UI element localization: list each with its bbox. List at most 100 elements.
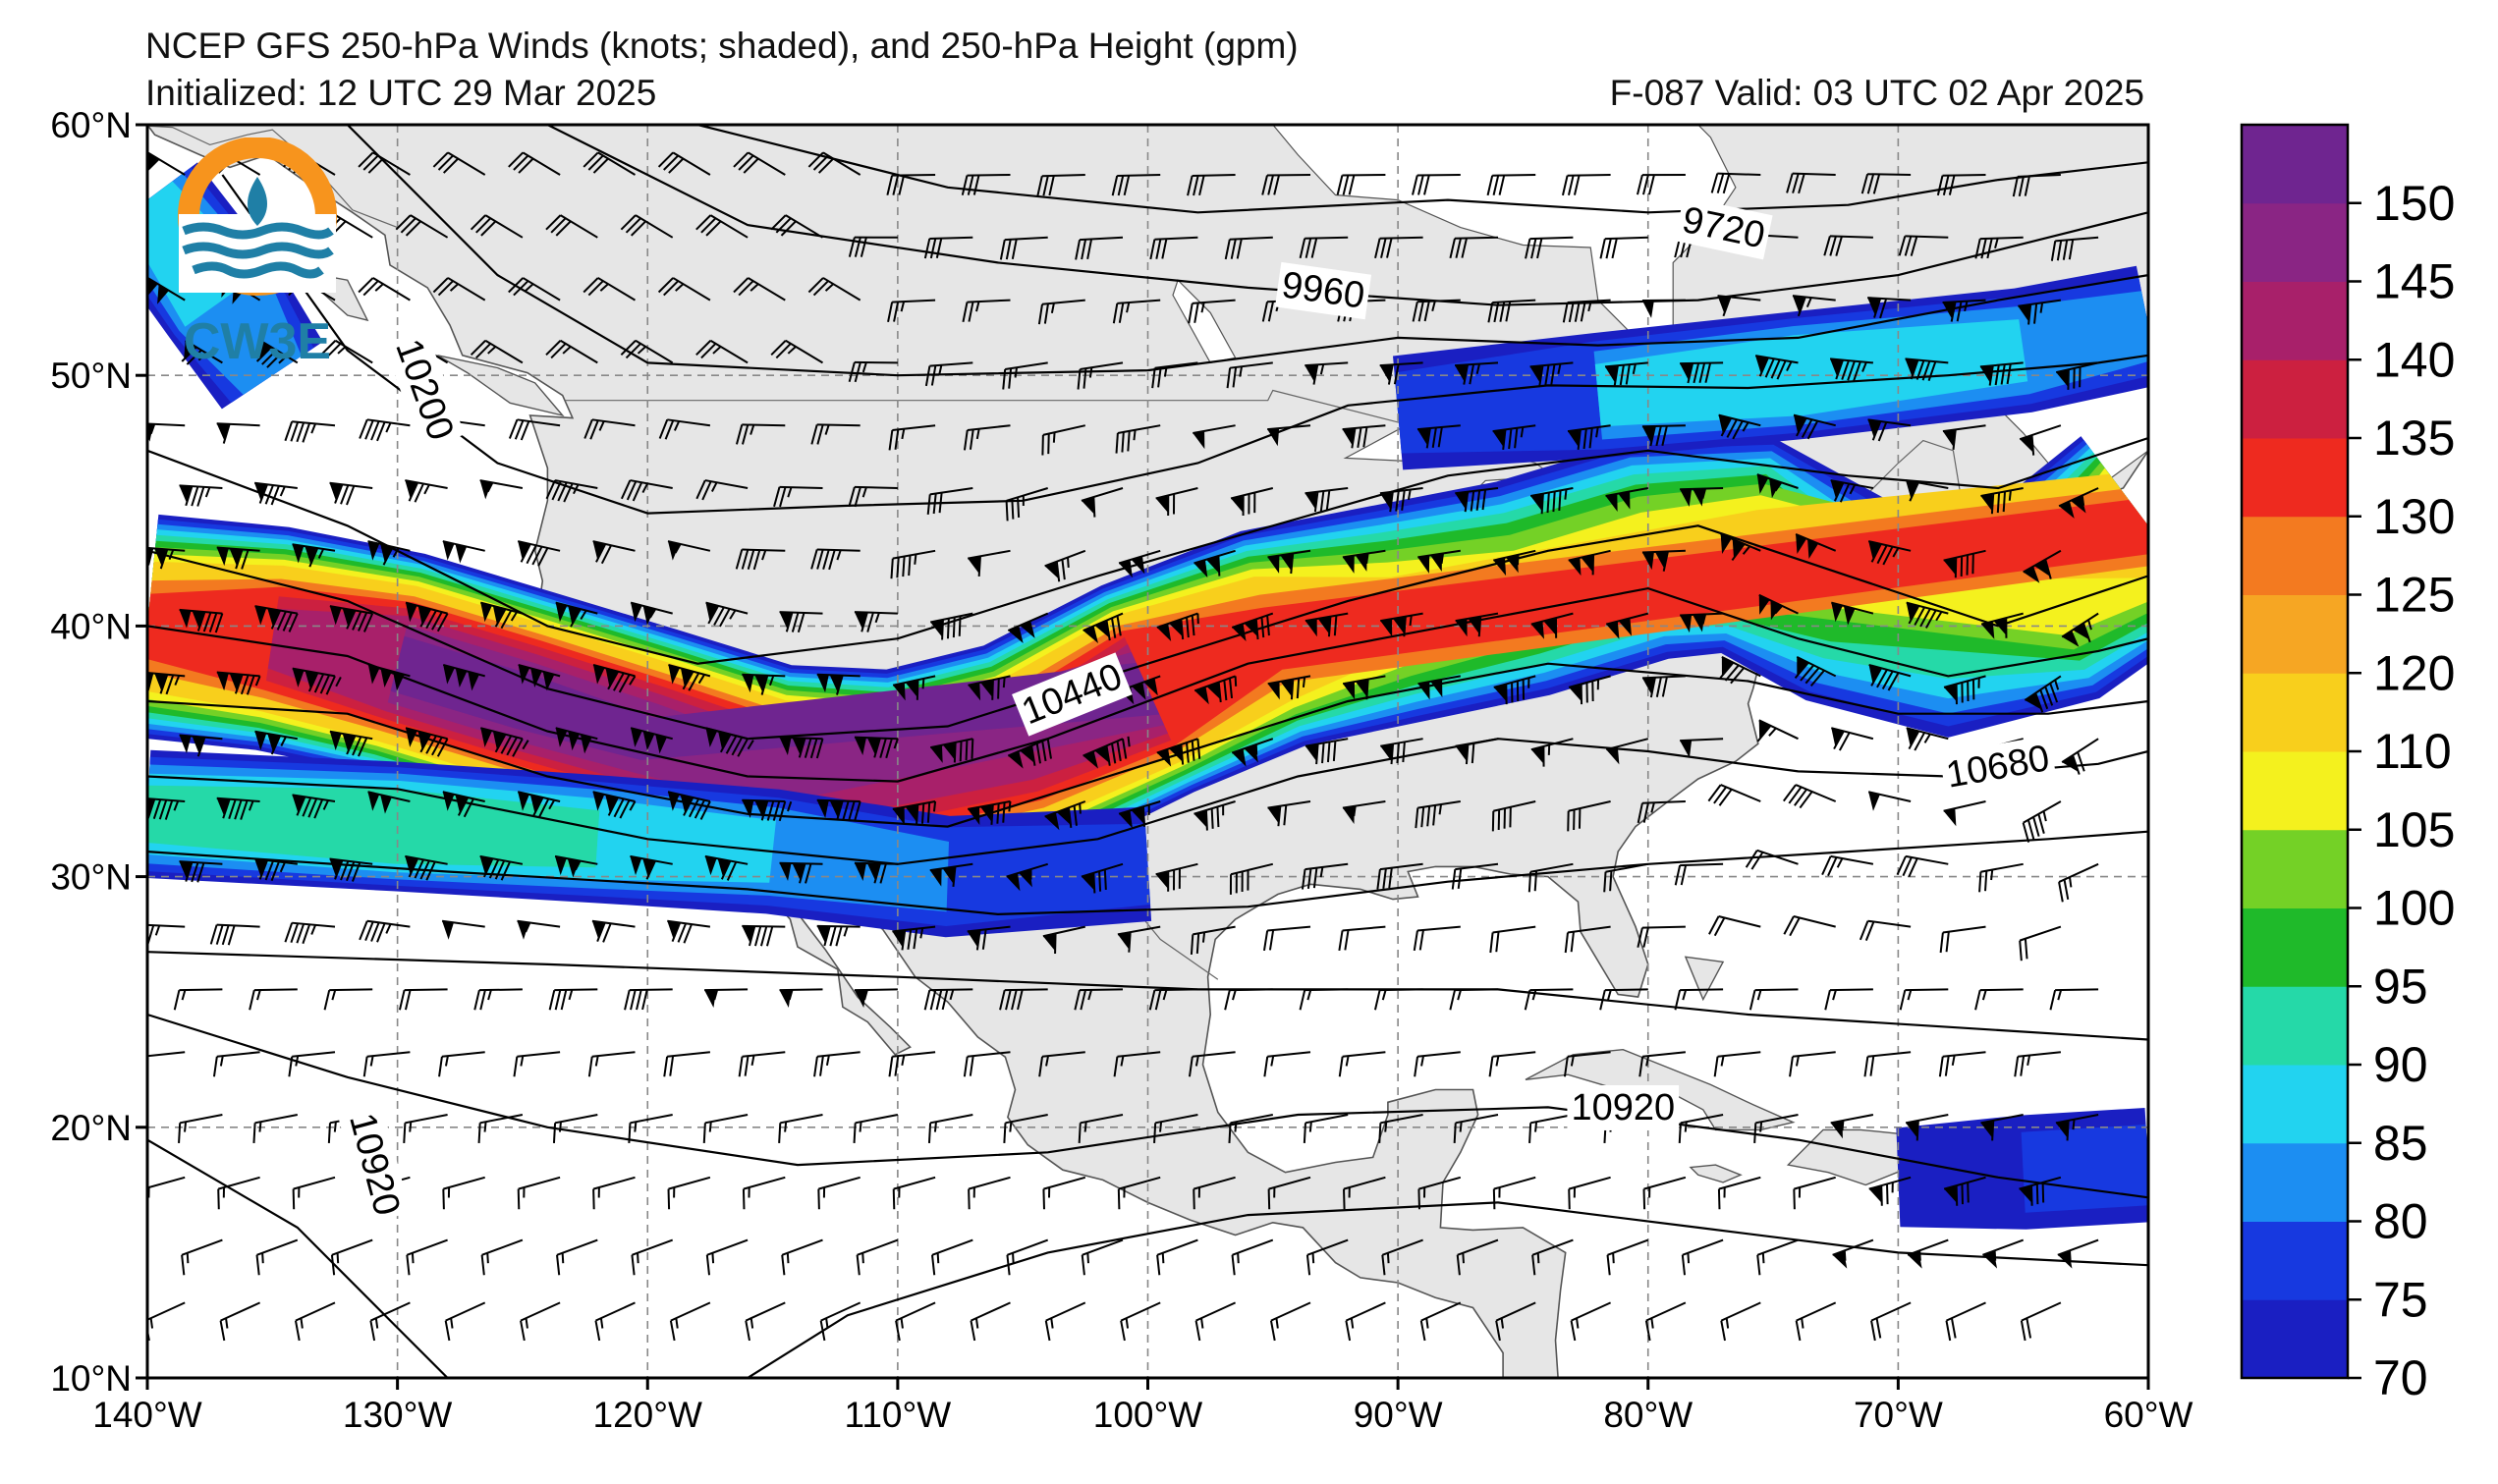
- colorbar-swatch: [2242, 829, 2348, 908]
- wind-barb: [1707, 784, 1761, 806]
- wind-barb: [545, 339, 598, 364]
- wind-barb: [630, 727, 673, 754]
- wind-barb: [1188, 1051, 1236, 1077]
- wind-barb: [770, 214, 824, 239]
- wind-barb: [212, 1051, 260, 1077]
- wind-barb: [1156, 738, 1201, 767]
- wind-barb: [1075, 236, 1124, 260]
- wind-barb: [2055, 1114, 2099, 1141]
- wind-barb: [1830, 479, 1874, 503]
- wind-barb: [2057, 1238, 2099, 1269]
- wind-barb: [1564, 925, 1611, 954]
- wind-barb: [1718, 413, 1761, 440]
- wind-barb: [398, 988, 448, 1011]
- colorbar-swatch: [2242, 1221, 2348, 1300]
- wind-barb: [1821, 854, 1874, 877]
- wind-barb: [1112, 299, 1161, 324]
- wind-barb: [442, 791, 485, 818]
- wind-barb: [173, 988, 223, 1011]
- wind-barb: [1867, 791, 1912, 811]
- wind-barb: [254, 605, 299, 632]
- wind-barb: [667, 1176, 711, 1210]
- wind-barb: [254, 730, 298, 755]
- wind-barb: [742, 924, 786, 947]
- wind-barb: [209, 923, 260, 946]
- wind-barb: [1753, 1114, 1799, 1143]
- wind-barb: [253, 481, 298, 506]
- hudson-bay-edge: [1272, 125, 1737, 339]
- wind-barb: [892, 1176, 936, 1210]
- lat-label: 40°N: [50, 606, 132, 646]
- wind-barb: [779, 861, 823, 884]
- wind-barb: [548, 988, 598, 1011]
- wind-barb: [1870, 1301, 1912, 1342]
- wind-barb: [963, 1051, 1011, 1077]
- height-contour: [147, 524, 2148, 741]
- wind-barb: [1745, 849, 1799, 870]
- height-contour: [147, 1138, 449, 1378]
- wind-barb: [630, 854, 673, 880]
- wind-barb: [1945, 1301, 1986, 1342]
- wind-barb: [1338, 925, 1386, 952]
- wind-barb: [1455, 361, 1499, 385]
- wind-barb: [813, 1051, 860, 1077]
- wind-barb: [848, 360, 898, 383]
- wind-barb: [1568, 675, 1611, 705]
- colorbar-label: 90: [2373, 1037, 2428, 1092]
- wind-barb: [1491, 800, 1536, 832]
- wind-barb: [1867, 297, 1912, 319]
- wind-barb: [442, 540, 485, 564]
- wind-barb: [1149, 236, 1198, 260]
- wind-barb: [1562, 299, 1611, 323]
- wind-barb: [594, 1301, 636, 1342]
- lat-label: 10°N: [50, 1358, 132, 1399]
- wind-barb: [330, 1238, 373, 1276]
- wind-barb: [1231, 1238, 1274, 1276]
- wind-barb: [1907, 1238, 1949, 1269]
- wind-barb: [1301, 862, 1349, 890]
- wind-barb: [967, 925, 1011, 951]
- wind-barb: [432, 151, 486, 176]
- lat-label: 60°N: [50, 105, 132, 145]
- wind-barb: [508, 151, 561, 176]
- wind-barb: [1527, 862, 1574, 893]
- wind-barb: [556, 1238, 598, 1276]
- colorbar-label: 70: [2373, 1350, 2428, 1405]
- wind-barb: [888, 1051, 936, 1077]
- colorbar-label: 95: [2373, 959, 2428, 1014]
- wind-barb: [1044, 549, 1086, 582]
- wind-barb: [181, 339, 223, 365]
- wind-barb: [480, 601, 524, 630]
- bahamas-land: [1684, 956, 1725, 1002]
- wind-barb: [1681, 1238, 1724, 1276]
- wind-barb: [819, 1301, 861, 1342]
- wind-barb: [284, 921, 336, 945]
- wind-barb: [628, 1114, 673, 1143]
- wind-barb: [1156, 1238, 1198, 1276]
- wind-barb: [930, 612, 973, 640]
- colorbar-label: 120: [2373, 645, 2455, 700]
- wind-barb: [1037, 299, 1085, 325]
- wind-barb: [1187, 174, 1236, 196]
- wind-barb: [1980, 612, 2024, 639]
- wind-barb: [1793, 1176, 1836, 1210]
- wind-barb: [1007, 612, 1049, 643]
- wind-barb: [2049, 988, 2099, 1011]
- wind-barb: [1336, 174, 1386, 195]
- wind-barb: [970, 1301, 1011, 1342]
- wind-barb: [1305, 738, 1349, 765]
- wind-barb: [1906, 727, 1949, 751]
- wind-barb: [1637, 800, 1686, 824]
- wind-barb: [778, 1114, 823, 1143]
- wind-barb: [1525, 236, 1574, 259]
- wind-barb: [1867, 418, 1912, 442]
- wind-barb: [219, 1301, 261, 1342]
- colorbar-label: 110: [2373, 724, 2452, 779]
- wind-barb: [1381, 1238, 1423, 1276]
- wind-barb: [179, 484, 223, 507]
- wind-barb: [405, 854, 448, 881]
- wind-barb: [1605, 612, 1649, 639]
- wind-barb: [1638, 1051, 1687, 1077]
